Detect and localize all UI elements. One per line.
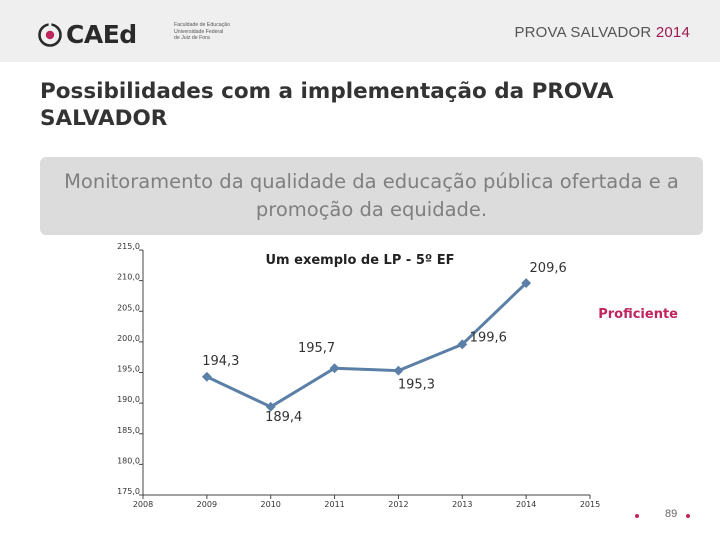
chart-legend: Proficiente xyxy=(598,307,678,322)
x-tick-label: 2011 xyxy=(324,500,344,509)
data-point xyxy=(265,401,276,412)
chart-title: Um exemplo de LP - 5º EF xyxy=(266,253,455,268)
header-title: PROVA SALVADOR 2014 xyxy=(514,24,690,41)
data-label: 199,6 xyxy=(470,330,507,345)
y-axis-ticks: 175,0 180,0 185,0 190,0 195,0 200,0 205,0 210,0… xyxy=(117,242,143,496)
data-label: 194,3 xyxy=(202,354,239,369)
data-point xyxy=(393,365,404,376)
y-tick-label: 205,0 xyxy=(117,303,140,312)
page-number: 89 xyxy=(665,508,678,520)
chart-series xyxy=(201,278,532,412)
x-tick-label: 2008 xyxy=(133,500,153,509)
x-tick-label: 2014 xyxy=(516,500,536,509)
x-tick-label: 2012 xyxy=(388,500,408,509)
header-bar: CAEd Faculdade de Educação Universidade … xyxy=(0,0,720,62)
data-point xyxy=(457,339,468,350)
caed-logo: CAEd Faculdade de Educação Universidade … xyxy=(38,20,230,50)
data-label: 209,6 xyxy=(530,261,567,276)
caed-logo-icon xyxy=(38,23,62,47)
header-title-year: 2014 xyxy=(655,24,690,41)
x-axis-ticks: 2008 2009 2010 2011 2012 2013 2014 2015 xyxy=(133,495,600,509)
slide-title: Possibilidades com a implementação da PR… xyxy=(40,79,614,131)
y-tick-label: 180,0 xyxy=(117,456,140,465)
y-tick-label: 195,0 xyxy=(117,365,140,374)
data-point xyxy=(201,371,212,382)
x-tick-label: 2015 xyxy=(580,500,600,509)
y-tick-label: 215,0 xyxy=(117,242,140,251)
footer-dot-left xyxy=(635,514,639,518)
x-tick-label: 2010 xyxy=(261,500,281,509)
y-tick-label: 175,0 xyxy=(117,487,140,496)
footer-dot-right xyxy=(686,514,690,518)
data-point xyxy=(521,278,532,289)
y-tick-label: 190,0 xyxy=(117,395,140,404)
line-chart: 175,0 180,0 185,0 190,0 195,0 200,0 205,0 210,0… xyxy=(117,242,678,509)
banner-text: Monitoramento da qualidade da educação p… xyxy=(64,170,679,221)
data-label: 195,7 xyxy=(298,341,335,356)
x-tick-label: 2009 xyxy=(197,500,217,509)
data-label: 189,4 xyxy=(265,410,302,425)
y-tick-label: 200,0 xyxy=(117,334,140,343)
series-line-proficiente xyxy=(206,281,528,409)
header-title-main: PROVA SALVADOR xyxy=(514,24,652,41)
logo-wordmark: CAEd xyxy=(66,20,137,49)
logo-institution: Faculdade de Educação Universidade Feder… xyxy=(174,22,230,42)
x-tick-label: 2013 xyxy=(452,500,472,509)
banner-box: Monitoramento da qualidade da educação p… xyxy=(40,157,703,235)
data-labels: 194,3 189,4 195,7 195,3 199,6 209,6 xyxy=(202,261,567,425)
data-label: 195,3 xyxy=(398,378,435,393)
y-tick-label: 210,0 xyxy=(117,273,140,282)
y-tick-label: 185,0 xyxy=(117,426,140,435)
